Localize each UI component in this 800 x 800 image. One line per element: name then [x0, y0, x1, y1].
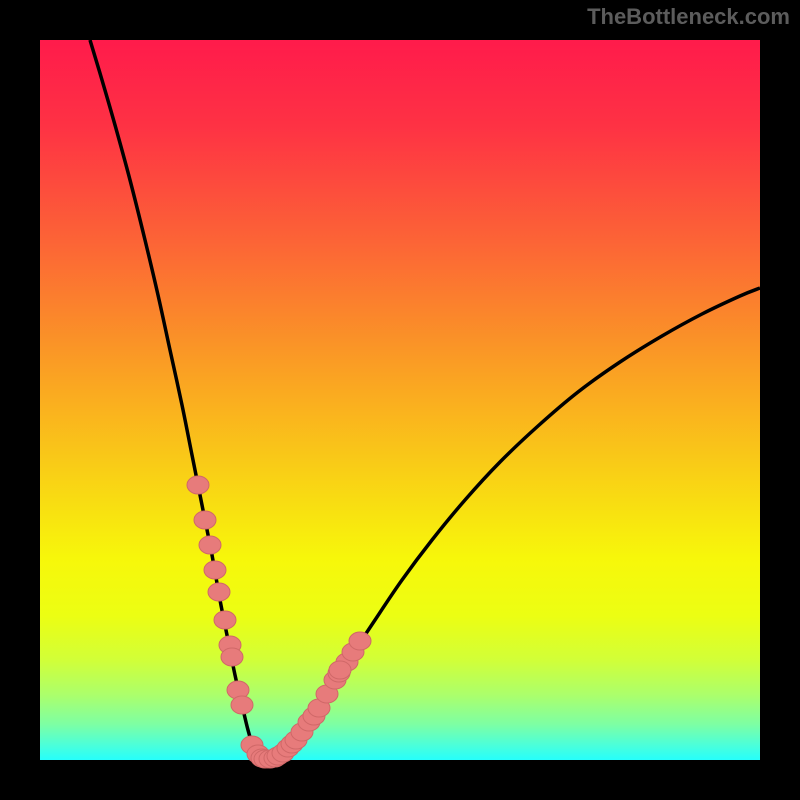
- marker-dot: [208, 583, 230, 601]
- curve-markers: [187, 476, 371, 768]
- marker-dot: [187, 476, 209, 494]
- curve-right-branch: [268, 288, 760, 760]
- marker-dot: [214, 611, 236, 629]
- bottleneck-curve: [40, 40, 760, 760]
- marker-dot: [231, 696, 253, 714]
- marker-dot: [199, 536, 221, 554]
- marker-dot: [221, 648, 243, 666]
- marker-dot: [349, 632, 371, 650]
- marker-dot: [329, 661, 351, 679]
- plot-area: [40, 40, 760, 760]
- watermark: TheBottleneck.com: [587, 4, 790, 30]
- marker-dot: [204, 561, 226, 579]
- marker-dot: [194, 511, 216, 529]
